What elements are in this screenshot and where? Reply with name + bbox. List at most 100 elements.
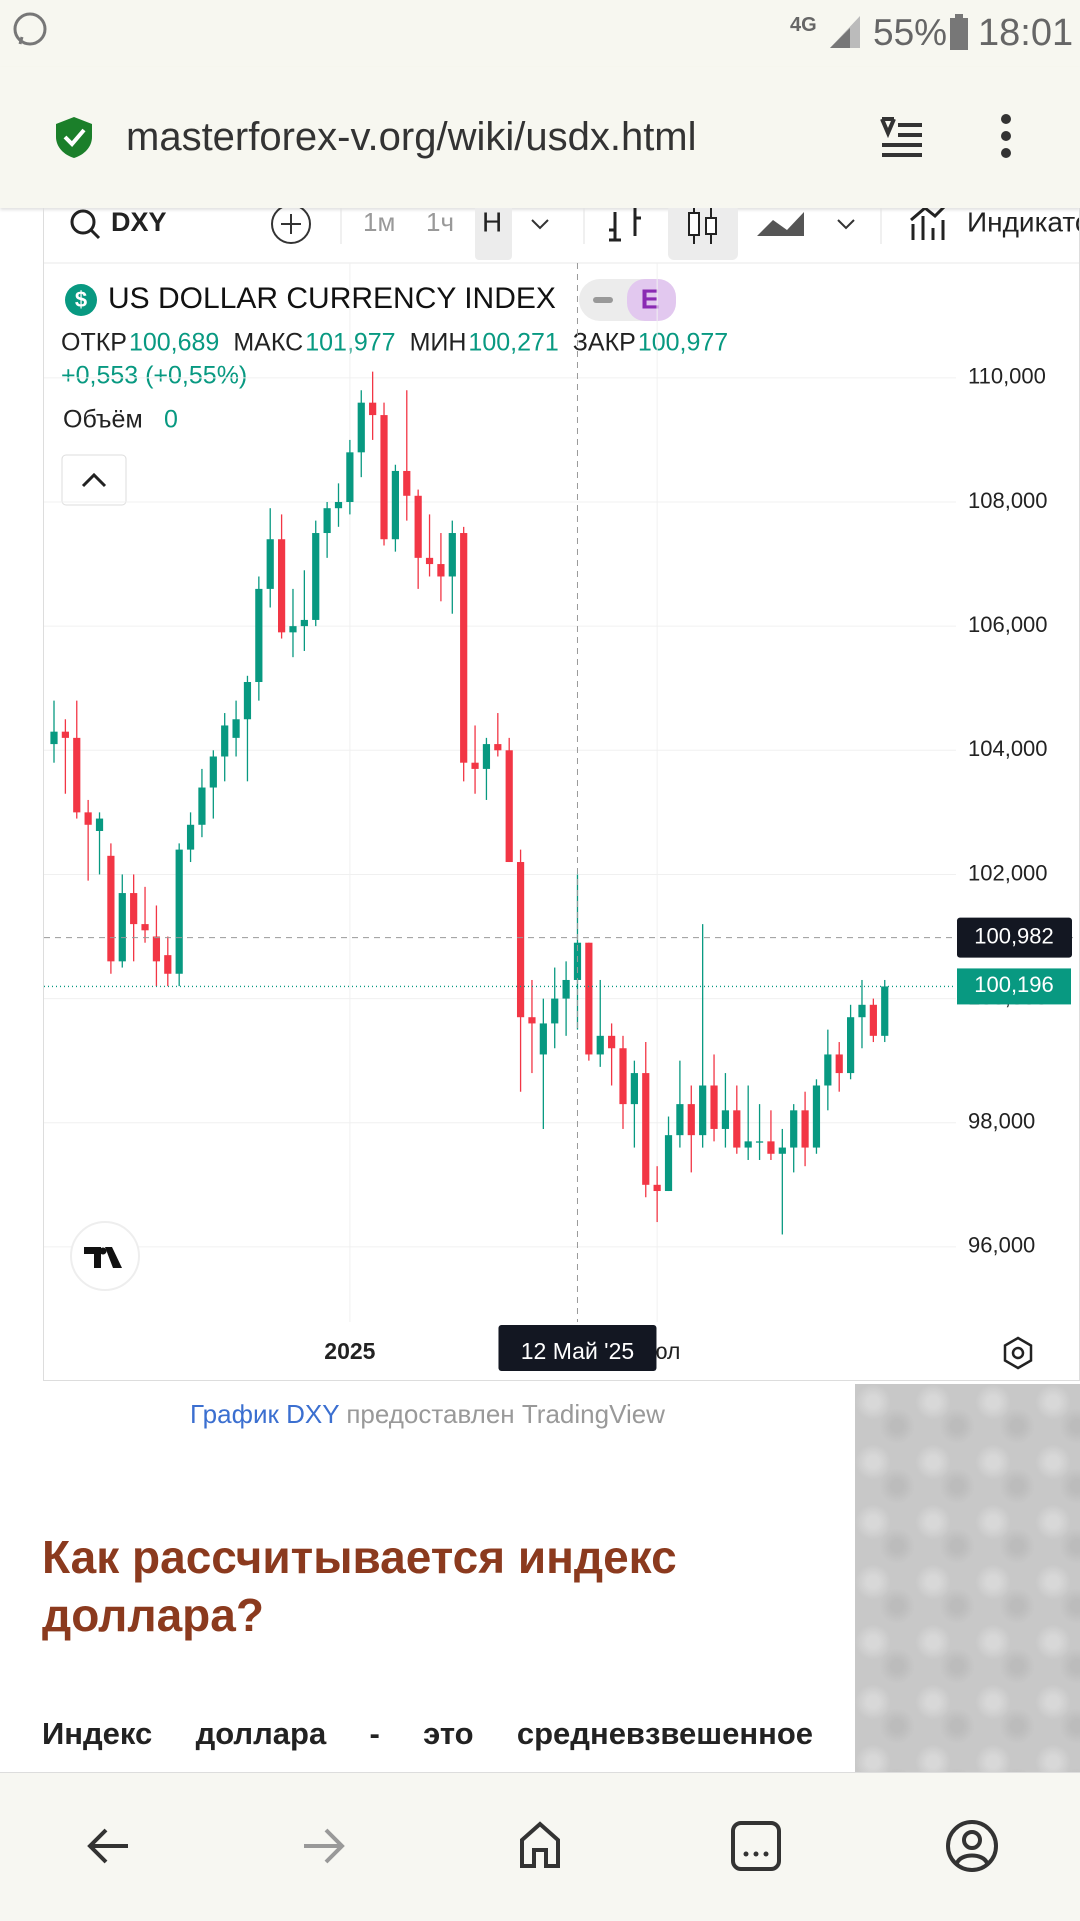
candle-body: [164, 955, 172, 974]
candle-body: [255, 588, 263, 683]
candle-body: [289, 626, 297, 633]
url[interactable]: masterforex-v.org/wiki/usdx.html: [126, 115, 697, 159]
candle-body: [630, 1073, 638, 1105]
symbol-icon: [65, 284, 97, 316]
interval[interactable]: Н: [482, 208, 502, 237]
chart-title: US DOLLAR CURRENCY INDEX: [108, 282, 556, 315]
menu-icon[interactable]: [996, 113, 1016, 159]
interval[interactable]: 1ч: [426, 208, 454, 237]
interval[interactable]: 1м: [363, 208, 395, 237]
url-bar: masterforex-v.org/wiki/usdx.html: [0, 67, 1080, 208]
candle-body: [710, 1085, 718, 1129]
candle-body: [824, 1054, 832, 1086]
badge: [593, 297, 613, 303]
candle-body: [755, 1141, 764, 1143]
candle-body: [516, 862, 525, 1018]
candle-body: [676, 1104, 684, 1136]
volume: 0: [164, 406, 178, 434]
candle-body: [608, 1035, 616, 1049]
candle-body: [482, 744, 491, 769]
candle-body: [152, 936, 161, 962]
candle-body: [243, 682, 252, 720]
tradingview-logo[interactable]: [70, 1221, 140, 1291]
indicators[interactable]: Индикаторы: [967, 208, 1080, 237]
home-button[interactable]: [516, 1820, 564, 1870]
symbol[interactable]: DXY: [111, 208, 167, 237]
ohlc-label: ОТКР: [61, 329, 127, 357]
candle-body: [107, 855, 115, 962]
candle-body: [664, 1135, 673, 1192]
y-tick-label: 96,000: [968, 1233, 1035, 1258]
candle-body: [118, 893, 126, 962]
plot: 96,00098,000100,000102,000104,000106,000…: [44, 263, 1076, 1371]
crosshair-date-box: [498, 1325, 657, 1371]
settings-icon[interactable]: [1003, 1336, 1033, 1370]
chart-widget: DXY 1м 1ч Н Индикаторы $ US DOLLAR CURRE…: [43, 208, 1080, 1381]
badge: [627, 279, 676, 321]
candle-body: [551, 998, 559, 1024]
candle-body: [141, 924, 149, 931]
volume-label: Объём: [63, 406, 143, 434]
last-price-label: 100,196: [974, 972, 1054, 997]
y-tick-label: 110,000: [968, 364, 1046, 389]
candle-body: [812, 1085, 821, 1148]
compare-icon[interactable]: [271, 208, 311, 244]
candle-body: [232, 719, 240, 738]
candle-body: [790, 1110, 798, 1148]
chevron[interactable]: [531, 219, 549, 230]
candle-body: [869, 1004, 877, 1036]
search-icon: [89, 228, 101, 240]
forward-button[interactable]: [300, 1822, 348, 1870]
candle-body: [186, 824, 195, 850]
candle-body: [357, 402, 365, 453]
ohlc-value: 100,689: [129, 329, 219, 357]
ohlc-label: ЗАКР: [573, 329, 636, 357]
x-tick-label: 2025: [324, 1338, 375, 1364]
tradingview-logo: [99, 1247, 107, 1255]
candle-body: [175, 849, 183, 974]
candle-body: [346, 452, 354, 502]
ohlc-legend: ОТКР 100,689 МАКС 101,977 МИН 100,271 ЗАКР 100,…: [61, 329, 728, 357]
network: 4G: [790, 14, 817, 36]
signal-icon: [830, 16, 860, 48]
chevron[interactable]: [837, 219, 855, 230]
collapse-button[interactable]: [61, 454, 127, 506]
candles-icon: [688, 212, 700, 236]
ohlc-value: 100,977: [638, 329, 728, 357]
crosshair-price-box: [957, 917, 1072, 958]
last-price-box: [957, 968, 1071, 1005]
symbol-icon: $: [75, 287, 87, 312]
chart: DXY 1м 1ч Н Индикаторы $ US DOLLAR CURRE…: [44, 208, 1080, 1371]
bars-icon[interactable]: [609, 208, 641, 242]
ohlc-value: 100,271: [468, 329, 558, 357]
candle-body: [721, 1110, 730, 1129]
indicators-icon[interactable]: [910, 208, 946, 240]
settings-icon: [1011, 1346, 1025, 1360]
candle-body: [881, 986, 889, 1036]
tabs-button[interactable]: [730, 1820, 782, 1872]
reader-icon[interactable]: [878, 115, 926, 159]
candle-body: [369, 402, 377, 416]
candle-body: [323, 508, 331, 534]
change: +0,553 (+0,55%): [61, 362, 247, 390]
search-icon[interactable]: [70, 209, 96, 235]
y-tick-label: 106,000: [968, 612, 1048, 637]
candle-body: [209, 756, 217, 788]
back-button[interactable]: [84, 1822, 132, 1870]
article-heading: Как рассчитывается индекс доллара?: [42, 1531, 677, 1641]
account-button[interactable]: [945, 1819, 999, 1873]
candle-body: [61, 731, 69, 738]
candle-body: [130, 893, 138, 925]
candle-body: [847, 1017, 855, 1074]
area-icon[interactable]: [757, 212, 804, 236]
crosshair-date-label: 12 Май '25: [521, 1338, 634, 1364]
candle-body: [300, 619, 308, 627]
battery-text: 55%: [873, 12, 948, 53]
candle-body: [801, 1110, 809, 1148]
bottom-nav: [0, 1772, 1080, 1921]
candle-body: [539, 1023, 547, 1055]
secure-icon: [56, 117, 92, 158]
caption-link[interactable]: График DXY: [190, 1399, 340, 1429]
candle-body: [471, 762, 479, 769]
battery-icon: [950, 14, 968, 50]
